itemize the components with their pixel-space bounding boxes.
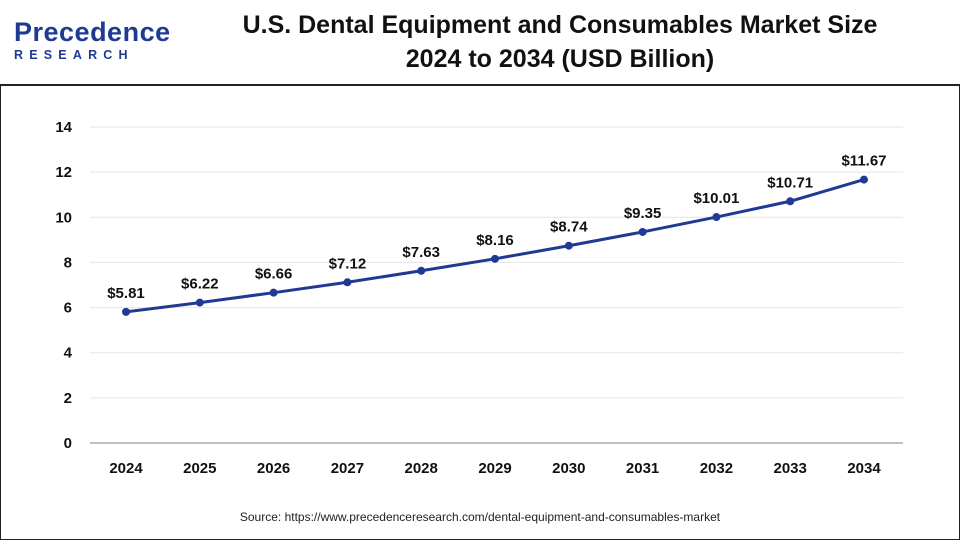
x-tick-label-2024: 2024 <box>109 460 143 477</box>
data-point-2025 <box>195 298 204 307</box>
data-label-2032: $10.01 <box>693 190 739 207</box>
x-tick-label-2028: 2028 <box>405 460 438 477</box>
y-tick-label-10: 10 <box>55 209 72 226</box>
data-label-2028: $7.63 <box>402 244 440 261</box>
data-point-2026 <box>269 288 278 297</box>
chart-title-block: U.S. Dental Equipment and Consumables Ma… <box>180 8 940 76</box>
x-tick-label-2033: 2033 <box>774 460 807 477</box>
y-tick-label-0: 0 <box>64 435 72 452</box>
y-tick-label-14: 14 <box>55 119 72 136</box>
logo-wordmark: Precedence <box>14 17 171 47</box>
x-tick-label-2032: 2032 <box>700 460 733 477</box>
y-tick-label-2: 2 <box>64 390 72 407</box>
x-tick-label-2027: 2027 <box>331 460 364 477</box>
data-label-2027: $7.12 <box>329 255 367 272</box>
x-tick-label-2029: 2029 <box>478 460 511 477</box>
x-tick-label-2030: 2030 <box>552 460 585 477</box>
data-label-2034: $11.67 <box>841 153 886 170</box>
data-point-2030 <box>564 241 573 250</box>
data-point-2034 <box>860 175 868 184</box>
y-tick-label-12: 12 <box>55 164 72 181</box>
data-label-2026: $6.66 <box>255 266 293 283</box>
y-tick-label-6: 6 <box>64 300 72 317</box>
data-point-2024 <box>122 307 130 316</box>
data-point-2027 <box>343 278 352 287</box>
x-tick-label-2026: 2026 <box>257 460 290 477</box>
x-tick-label-2025: 2025 <box>183 460 216 477</box>
y-tick-label-8: 8 <box>64 254 72 271</box>
chart-subtitle: 2024 to 2034 (USD Billion) <box>405 45 715 73</box>
data-point-2032 <box>712 213 721 222</box>
data-label-2025: $6.22 <box>181 276 219 293</box>
data-label-2029: $8.16 <box>476 232 514 249</box>
data-point-2033 <box>786 197 795 206</box>
x-tick-label-2031: 2031 <box>626 460 659 477</box>
source-note: Source: https://www.precedenceresearch.c… <box>239 510 721 524</box>
data-point-2028 <box>417 266 426 275</box>
logo-subtitle: RESEARCH <box>14 48 134 62</box>
data-label-2024: $5.81 <box>107 285 145 302</box>
x-tick-label-2034: 2034 <box>847 460 881 477</box>
chart-title: U.S. Dental Equipment and Consumables Ma… <box>242 11 878 39</box>
data-label-2033: $10.71 <box>767 174 813 191</box>
y-tick-label-4: 4 <box>64 345 73 362</box>
data-label-2030: $8.74 <box>550 219 588 236</box>
precedence-research-logo: Precedence RESEARCH <box>14 17 171 66</box>
data-label-2031: $9.35 <box>624 205 662 222</box>
data-point-2029 <box>491 254 499 263</box>
chart-header: Precedence RESEARCH U.S. Dental Equipmen… <box>0 0 960 86</box>
data-point-2031 <box>638 227 647 236</box>
